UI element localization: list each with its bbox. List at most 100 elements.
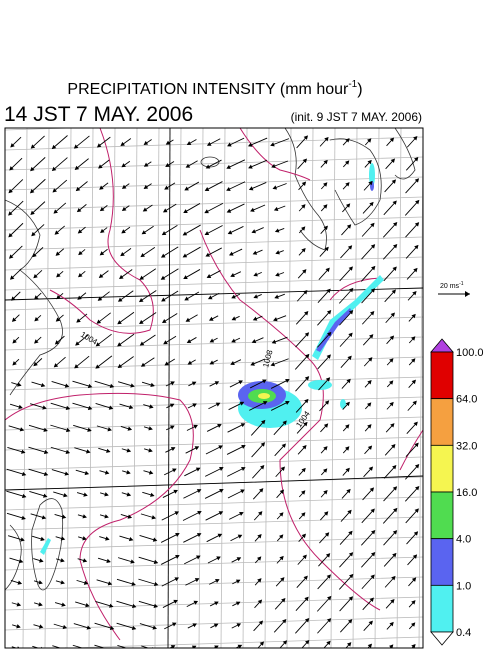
wind-arrowhead (73, 144, 79, 149)
wind-arrowhead (162, 208, 168, 213)
wind-arrow (117, 333, 135, 347)
wind-arrowhead (348, 310, 354, 315)
wind-arrowhead (279, 534, 284, 539)
wind-arrow (317, 574, 331, 590)
wind-arrow (161, 246, 179, 258)
wind-arrowhead (214, 645, 219, 648)
wind-arrow (30, 157, 46, 171)
wind-arrow (139, 268, 157, 280)
wind-arrowhead (39, 558, 44, 563)
wind-arrowhead (126, 448, 132, 453)
wind-arrowhead (252, 316, 258, 321)
wind-arrowhead (185, 163, 191, 168)
wind-arrowhead (369, 311, 375, 316)
wind-arrowhead (323, 159, 328, 165)
wind-arrowhead (121, 206, 127, 211)
wind-arrowhead (130, 383, 135, 388)
wind-arrowhead (52, 188, 57, 193)
wind-arrowhead (323, 446, 328, 451)
wind-arrowhead (64, 471, 70, 476)
wind-arrowhead (11, 317, 17, 322)
wind-arrowhead (390, 599, 395, 604)
wind-arrowhead (12, 361, 17, 366)
wind-arrowhead (218, 445, 223, 450)
wind-arrowhead (191, 381, 197, 386)
wind-arrowhead (87, 427, 92, 432)
wind-arrow (338, 288, 354, 304)
wind-arrowhead (209, 316, 214, 321)
wind-arrowhead (86, 449, 91, 454)
colorbar-label: 0.4 (456, 627, 471, 639)
wind-arrow (248, 159, 268, 169)
wind-arrowhead (324, 400, 330, 405)
wind-arrowhead (389, 401, 394, 407)
wind-arrowhead (282, 640, 288, 645)
wind-arrowhead (251, 339, 257, 344)
wind-arrowhead (143, 184, 149, 189)
wind-arrowhead (270, 362, 276, 367)
wind-arrowhead (239, 512, 244, 516)
wind-arrow (251, 442, 265, 458)
wind-arrowhead (29, 189, 35, 194)
wind-arrowhead (258, 511, 263, 516)
wind-arrowhead (368, 357, 373, 362)
wind-arrowhead (323, 204, 328, 209)
wind-arrowhead (326, 640, 331, 646)
wind-arrowhead (207, 295, 213, 300)
wind-arrow (317, 310, 331, 326)
wind-arrowhead (184, 296, 189, 301)
wind-arrowhead (218, 511, 224, 516)
wind-arrow (205, 225, 223, 235)
wind-arrowhead (8, 233, 13, 238)
wind-arrow (339, 266, 353, 282)
wind-arrow (139, 290, 157, 302)
wind-arrowhead (392, 486, 398, 491)
colorbar-label: 32.0 (456, 440, 477, 452)
wind-arrowhead (325, 267, 330, 273)
wind-arrowhead (74, 364, 79, 369)
wind-arrowhead (282, 420, 287, 425)
wind-arrow (11, 646, 18, 648)
wind-arrow (339, 552, 353, 568)
wind-arrow (383, 486, 397, 502)
wind-arrowhead (369, 201, 374, 207)
wind-arrowhead (346, 224, 352, 229)
title: PRECIPITATION INTENSITY (mm hour-1) (67, 79, 362, 98)
wind-arrowhead (238, 380, 243, 385)
grid-line (5, 216, 423, 231)
wind-arrowhead (239, 401, 245, 406)
wind-arrowhead (304, 639, 310, 645)
wind-arrow (405, 464, 419, 480)
wind-arrowhead (38, 580, 43, 585)
latitude-line (5, 475, 423, 491)
wind-arrowhead (161, 297, 166, 302)
wind-arrow (94, 644, 106, 648)
wind-arrowhead (213, 623, 219, 628)
wind-arrowhead (165, 140, 171, 145)
wind-arrowhead (55, 251, 61, 256)
wind-arrowhead (391, 289, 396, 294)
wind-arrowhead (391, 575, 396, 581)
wind-arrowhead (40, 382, 46, 388)
wind-arrow (270, 379, 290, 389)
wind-arrowhead (304, 596, 309, 602)
wind-arrow (205, 467, 223, 477)
wind-arrowhead (368, 180, 373, 186)
wind-arrowhead (301, 467, 306, 473)
grid-line (220, 128, 226, 648)
wind-arrowhead (95, 364, 100, 369)
wind-arrowhead (60, 558, 65, 563)
wind-arrow (227, 203, 245, 213)
wind-arrowhead (117, 363, 123, 369)
wind-arrow (30, 201, 46, 215)
wind-arrowhead (8, 188, 13, 194)
wind-arrowhead (55, 317, 61, 322)
wind-arrowhead (347, 619, 353, 624)
wind-arrowhead (206, 274, 212, 278)
wind-arrow (95, 355, 113, 369)
wind-arrowhead (19, 427, 25, 432)
wind-arrowhead (345, 138, 350, 143)
wind-arrowhead (117, 342, 122, 347)
wind-arrow (94, 380, 114, 388)
wind-arrowhead (324, 246, 329, 252)
